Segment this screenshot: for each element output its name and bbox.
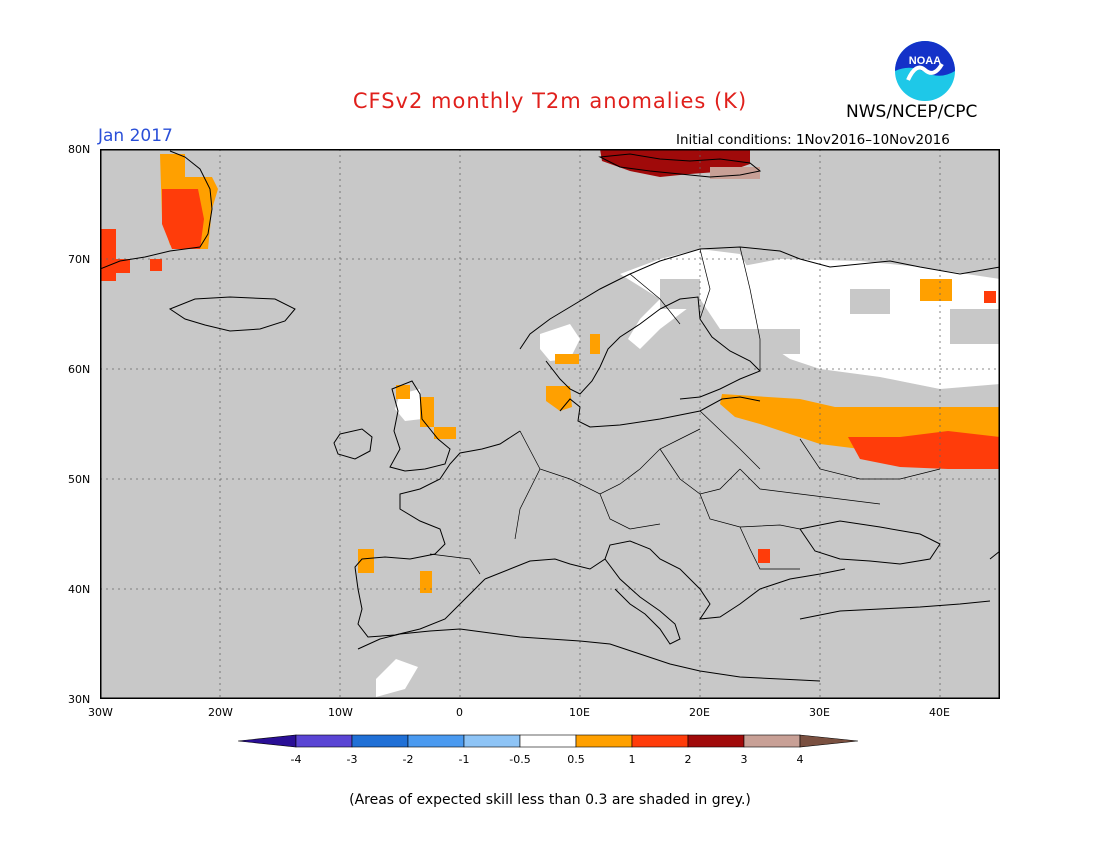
coastlines [99, 150, 1001, 682]
anomaly-region-hot [100, 229, 116, 281]
lon-label: 20E [689, 706, 710, 719]
anomaly-region-hot [150, 259, 162, 271]
lon-label: 0 [456, 706, 463, 719]
lon-label: 40E [929, 706, 950, 719]
colorbar-bin [351, 734, 409, 748]
anomaly-region-warm [396, 385, 410, 399]
colorbar-bin [631, 734, 689, 748]
colorbar-tick-label: 2 [685, 753, 692, 766]
colorbar-tick-label: 4 [797, 753, 804, 766]
agency-label: NWS/NCEP/CPC [846, 102, 978, 122]
lon-label: 30W [88, 706, 113, 719]
lat-label: 80N [68, 143, 91, 156]
colorbar-bin [463, 734, 521, 748]
colorbar-tick-label: -0.5 [509, 753, 530, 766]
colorbar-tick-label: 1 [629, 753, 636, 766]
colorbar-legend: -4 -3 -2 -1 -0.5 0.5 1 2 3 4 [237, 733, 862, 773]
initial-conditions: Initial conditions: 1Nov2016–10Nov2016 [676, 132, 950, 148]
graticule [100, 149, 1000, 699]
anomaly-region-warm [555, 354, 579, 364]
colorbar-bin [519, 734, 577, 748]
lon-label: 20W [208, 706, 233, 719]
anomaly-region-low-skill [850, 289, 890, 314]
anomaly-region-warm [590, 334, 600, 354]
anomaly-region-warm [434, 427, 456, 439]
anomaly-region-low-skill [950, 309, 1000, 344]
anomaly-region-near-normal [540, 324, 580, 361]
noaa-logo-text: NOAA [909, 55, 941, 67]
anomaly-region-warm [920, 279, 952, 301]
anomaly-region-hot [162, 189, 204, 249]
colorbar-arrow-low [237, 734, 297, 748]
anomaly-region-low-skill [660, 279, 700, 309]
lon-label: 10E [569, 706, 590, 719]
colorbar-bin [407, 734, 465, 748]
colorbar-bin [575, 734, 633, 748]
valid-month: Jan 2017 [98, 126, 173, 146]
colorbar-bin [295, 734, 353, 748]
lat-label: 50N [68, 473, 91, 486]
anomaly-region-hot [758, 549, 770, 563]
colorbar-bin [687, 734, 745, 748]
noaa-logo: NOAA [894, 40, 956, 102]
colorbar-tick-label: -3 [347, 753, 358, 766]
anomaly-region-hot [116, 259, 130, 273]
colorbar-tick-label: -2 [403, 753, 414, 766]
colorbar-arrow-high [799, 734, 859, 748]
colorbar-tick-label: 3 [741, 753, 748, 766]
anomaly-region-warm [420, 571, 432, 593]
lon-label: 30E [809, 706, 830, 719]
anomaly-region-warm [420, 397, 434, 427]
lat-label: 30N [68, 693, 91, 706]
map-frame [99, 148, 1001, 700]
anomaly-region-hot [848, 431, 1000, 469]
lat-label: 70N [68, 253, 91, 266]
skill-note: (Areas of expected skill less than 0.3 a… [349, 792, 751, 808]
colorbar-tick-label: -1 [459, 753, 470, 766]
lon-label: 10W [328, 706, 353, 719]
anomaly-region-warm [358, 549, 374, 573]
colorbar-bin [743, 734, 801, 748]
lat-label: 40N [68, 583, 91, 596]
colorbar-tick-label: -4 [291, 753, 302, 766]
anomaly-region-near-normal [376, 659, 418, 697]
colorbar-tick-label: 0.5 [567, 753, 585, 766]
anomaly-region-low-skill [710, 329, 800, 354]
anomaly-region-hot [984, 291, 996, 303]
anomaly-map [99, 148, 1001, 700]
lat-label: 60N [68, 363, 91, 376]
country-borders [429, 246, 941, 575]
map-title: CFSv2 monthly T2m anomalies (K) [352, 89, 748, 113]
